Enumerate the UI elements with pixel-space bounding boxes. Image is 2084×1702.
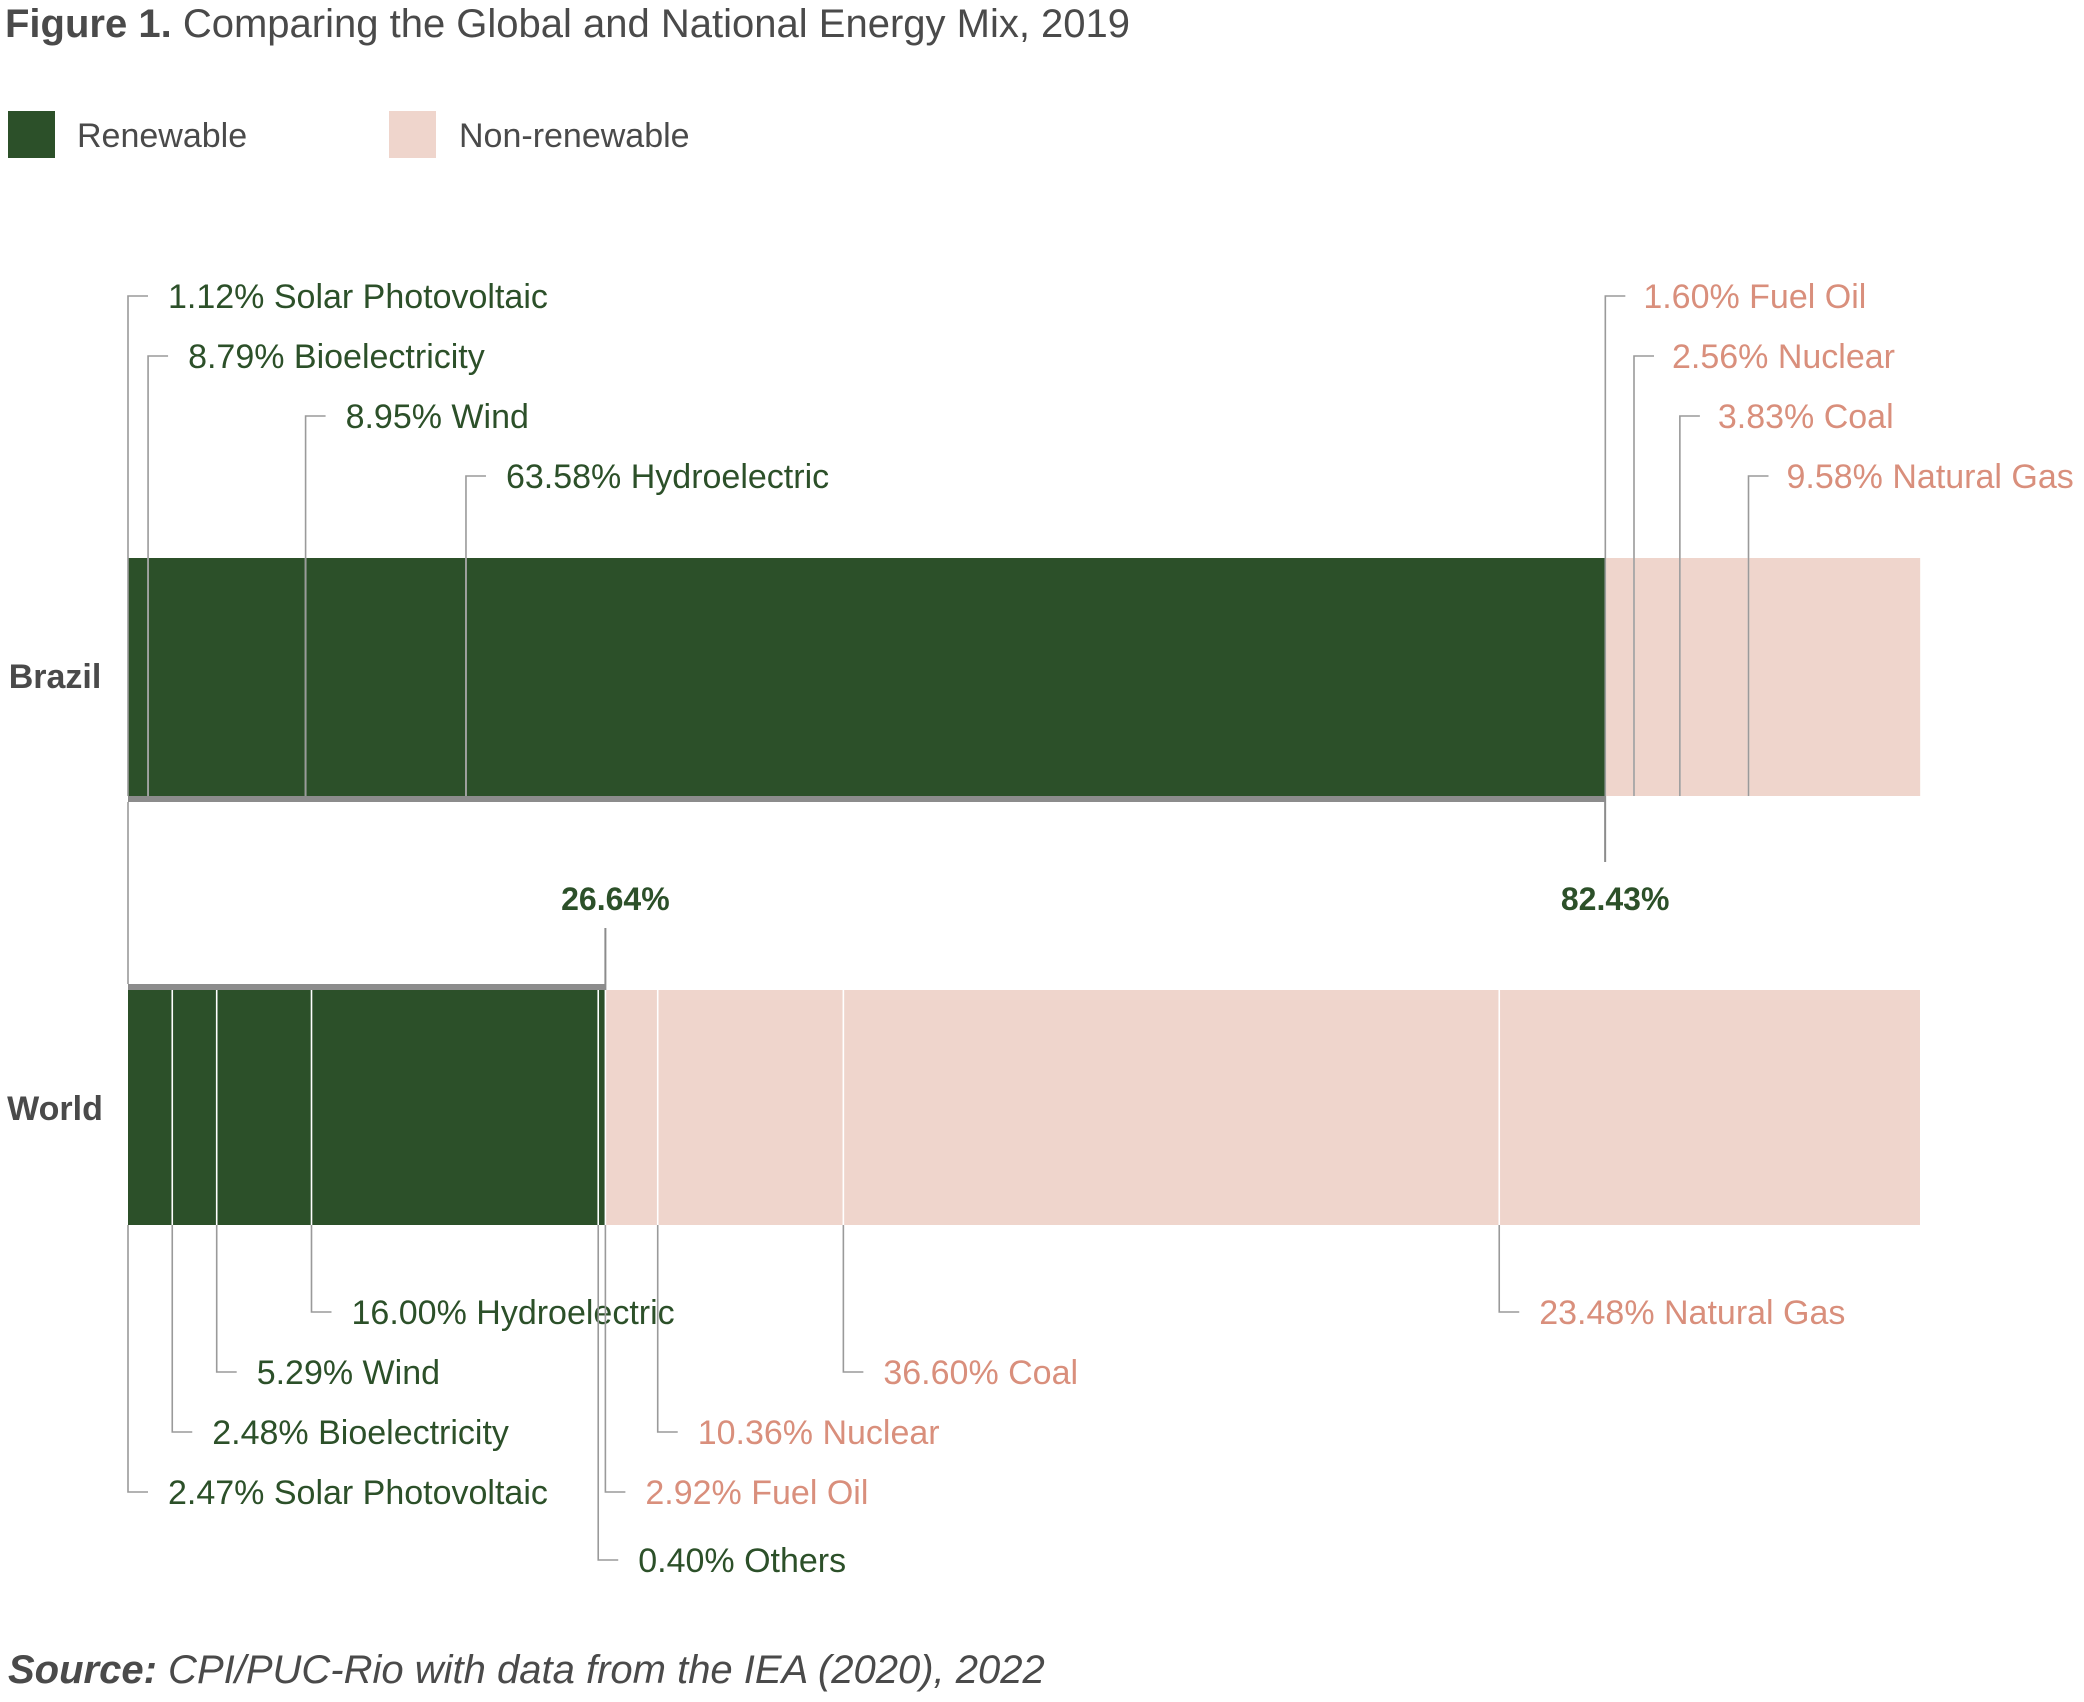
world-bar-wind	[216, 990, 312, 1225]
legend-swatch-non-renewable	[389, 111, 436, 158]
brazil-bar-solar-photovoltaic	[128, 558, 149, 796]
world-bar-nuclear	[657, 990, 844, 1225]
brazil-label-fuel-oil: 1.60% Fuel Oil	[1643, 278, 1866, 316]
brazil-leader-coal	[1679, 415, 1700, 796]
world-leader-coal	[842, 1225, 864, 1373]
world-label-others: 0.40% Others	[638, 1542, 846, 1580]
brazil-bar-fuel-oil	[1605, 558, 1634, 796]
brazil-leader-bioelectricity	[147, 355, 169, 796]
brazil-leader-solar-photovoltaic	[127, 295, 148, 796]
source-text: CPI/PUC-Rio with data from the IEA (2020…	[156, 1648, 1045, 1692]
world-label-hydroelectric: 16.00% Hydroelectric	[352, 1294, 675, 1332]
brazil-label-hydroelectric: 63.58% Hydroelectric	[506, 458, 829, 496]
brazil-label-coal: 3.83% Coal	[1718, 398, 1894, 436]
world-leader-wind	[215, 1225, 237, 1373]
world-leader-hydroelectric	[310, 1225, 332, 1313]
legend-swatch-renewable	[8, 111, 55, 158]
brazil-bar-hydroelectric	[465, 558, 1606, 796]
world-label-natural-gas: 23.48% Natural Gas	[1539, 1294, 1845, 1332]
energy-mix-chart: Renewable Non-renewable Brazil World 1.12% S…	[7, 111, 2074, 1580]
world-leader-nuclear	[656, 1225, 678, 1433]
world-leader-natural-gas	[1498, 1225, 1520, 1313]
brazil-leader-hydroelectric	[465, 475, 486, 796]
brazil-renewable-total: 82.43%	[1561, 881, 1670, 917]
world-leader-fuel-oil	[604, 1225, 626, 1493]
brazil-renewable-bracket	[128, 796, 1606, 802]
category-label-world: World	[7, 1090, 103, 1128]
world-label-wind: 5.29% Wind	[257, 1354, 440, 1392]
legend-label-renewable: Renewable	[77, 117, 247, 155]
world-label-fuel-oil: 2.92% Fuel Oil	[645, 1474, 868, 1512]
brazil-label-solar-photovoltaic: 1.12% Solar Photovoltaic	[168, 278, 548, 316]
figure-title: Figure 1. Comparing the Global and Natio…	[5, 2, 1130, 47]
figure-number: Figure 1.	[5, 2, 172, 46]
world-bar-fuel-oil	[605, 990, 658, 1225]
world-label-coal: 36.60% Coal	[883, 1354, 1078, 1392]
brazil-bar-wind	[305, 558, 466, 796]
world-bar-natural-gas	[1499, 990, 1920, 1225]
brazil-label-nuclear: 2.56% Nuclear	[1672, 338, 1895, 376]
world-bar-coal	[843, 990, 1500, 1225]
brazil-leader-fuel-oil	[1604, 295, 1626, 796]
category-label-brazil: Brazil	[9, 658, 102, 696]
world-renewable-bracket	[128, 984, 606, 990]
world-label-bioelectricity: 2.48% Bioelectricity	[212, 1414, 509, 1452]
brazil-label-bioelectricity: 8.79% Bioelectricity	[188, 338, 485, 376]
brazil-label-wind: 8.95% Wind	[346, 398, 529, 436]
figure-title-text: Comparing the Global and National Energy…	[182, 2, 1131, 46]
brazil-label-natural-gas: 9.58% Natural Gas	[1787, 458, 2074, 496]
brazil-bar-nuclear	[1633, 558, 1680, 796]
world-bar-others	[598, 990, 606, 1225]
world-bar-bioelectricity	[172, 990, 217, 1225]
brazil-leader-natural-gas	[1747, 475, 1769, 796]
legend-label-non-renewable: Non-renewable	[459, 117, 690, 155]
brazil-bar-natural-gas	[1748, 558, 1921, 796]
source-note: Source: CPI/PUC-Rio with data from the I…	[8, 1648, 1045, 1693]
brazil-bar-bioelectricity	[148, 558, 306, 796]
brazil-bar-coal	[1679, 558, 1749, 796]
world-leader-solar-photovoltaic	[127, 1225, 148, 1493]
world-label-solar-photovoltaic: 2.47% Solar Photovoltaic	[168, 1474, 548, 1512]
world-leader-bioelectricity	[171, 1225, 193, 1433]
brazil-leader-wind	[304, 415, 326, 796]
world-label-nuclear: 10.36% Nuclear	[698, 1414, 940, 1452]
source-label: Source:	[8, 1648, 157, 1692]
brazil-leader-nuclear	[1633, 355, 1654, 796]
world-leader-others	[597, 1225, 619, 1561]
world-bar-hydroelectric	[311, 990, 599, 1225]
world-bar-solar-photovoltaic	[128, 990, 173, 1225]
world-renewable-total: 26.64%	[561, 881, 670, 917]
